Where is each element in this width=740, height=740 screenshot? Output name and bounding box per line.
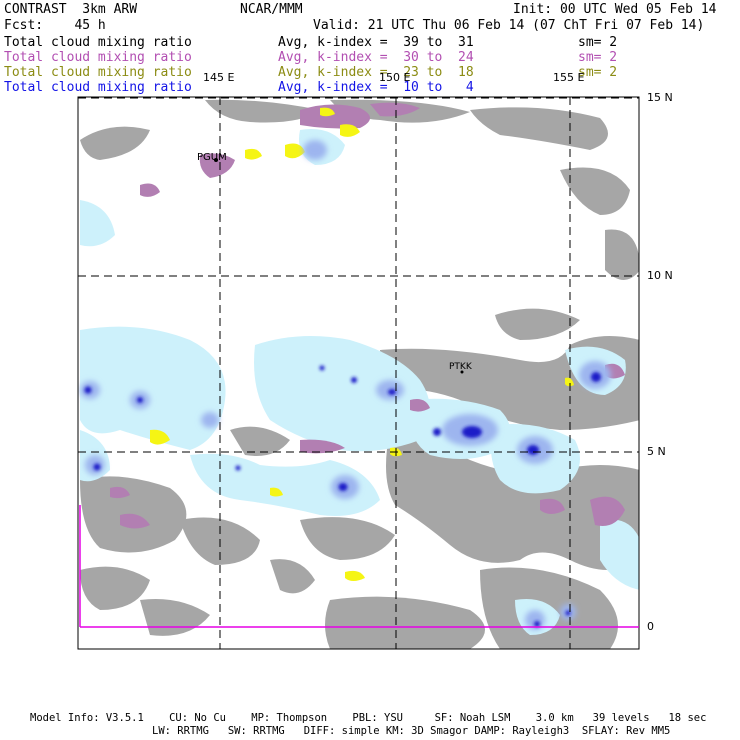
field-4-name: Total cloud mixing ratio	[4, 80, 192, 95]
field-3-range: Avg, k-index = 23 to 18	[278, 65, 474, 80]
station-label-ptkk: PTKK	[449, 362, 472, 372]
cloud-field	[80, 99, 639, 649]
field-4-range: Avg, k-index = 10 to 4	[278, 80, 474, 95]
field-2-name: Total cloud mixing ratio	[4, 50, 192, 65]
station-marker-ptkk	[460, 370, 464, 374]
lat-label-10n: 10 N	[647, 269, 673, 282]
model-info-line-1: Model Info: V3.5.1 CU: No Cu MP: Thompso…	[30, 712, 707, 724]
valid-time: Valid: 21 UTC Thu 06 Feb 14 (07 ChT Fri …	[313, 18, 705, 33]
lat-label-0: 0	[647, 620, 654, 633]
field-1-smooth: sm= 2	[578, 35, 618, 50]
lon-label-145e: 145 E	[203, 71, 235, 84]
model-title: CONTRAST 3km ARW	[4, 2, 138, 17]
purple-cloud-layer	[110, 102, 625, 529]
model-info-line-2: LW: RRTMG SW: RRTMG DIFF: simple KM: 3D …	[152, 725, 671, 737]
station-marker-pgum	[214, 158, 218, 162]
forecast-hour: Fcst: 45 h	[4, 18, 106, 33]
field-3-smooth: sm= 2	[578, 65, 618, 80]
lon-label-155e: 155 E	[553, 71, 585, 84]
field-2-range: Avg, k-index = 30 to 24	[278, 50, 474, 65]
init-time: Init: 00 UTC Wed 05 Feb 14	[513, 2, 717, 17]
lat-label-15n: 15 N	[647, 91, 673, 104]
blue-cloud-cores	[80, 140, 611, 630]
lat-label-5n: 5 N	[647, 445, 666, 458]
field-1-name: Total cloud mixing ratio	[4, 35, 192, 50]
map-frame	[77, 96, 640, 650]
station-label-pgum: PGUM	[197, 152, 227, 163]
field-3-name: Total cloud mixing ratio	[4, 65, 192, 80]
field-1-range: Avg, k-index = 39 to 31	[278, 35, 474, 50]
graticule	[78, 97, 639, 649]
lon-label-150e: 150 E	[379, 71, 411, 84]
center-title: NCAR/MMM	[240, 2, 303, 17]
field-2-smooth: sm= 2	[578, 50, 618, 65]
